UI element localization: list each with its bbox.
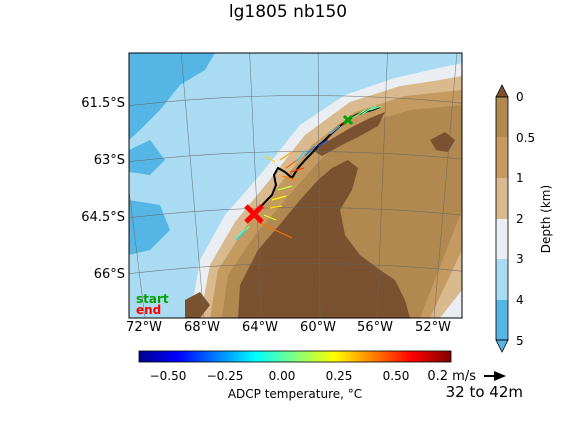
temp-tick-1: −0.25 [207,369,244,383]
lat-label-66: 66°S [94,267,125,282]
lon-label-72: 72°W [126,320,162,335]
temp-tick-0: −0.50 [150,369,187,383]
lat-labels: 61.5°S 63°S 64.5°S 66°S [81,96,125,282]
depth-band-0 [496,97,508,137]
ocean-abyssal-patch [129,140,165,175]
temp-tick-4: 0.50 [383,369,410,383]
legend-start: start [136,292,169,306]
ocean-abyssal-south [129,200,170,255]
lon-label-56: 56°W [357,320,393,335]
depth-tick-3: 2 [516,212,524,226]
depth-range-label: 32 to 42m [446,383,523,401]
depth-tick-4: 3 [516,252,524,266]
lat-label-64.5: 64.5°S [81,210,125,225]
temperature-gradient [138,350,452,363]
depth-tick-1: 0.5 [516,131,535,145]
depth-colorbar-top-extend [495,84,509,98]
lon-labels: 72°W 68°W 64°W 60°W 56°W 52°W [126,320,451,335]
depth-tick-5: 4 [516,293,524,307]
temperature-colorbar-label: ADCP temperature, °C [228,387,362,401]
depth-colorbar-label: Depth (km) [539,185,553,253]
depth-band-1 [496,137,508,178]
reference-vector-arrow [484,371,506,381]
temperature-colorbar: −0.50 −0.25 0.00 0.25 0.50 ADCP temperat… [138,350,452,401]
temperature-tick-labels: −0.50 −0.25 0.00 0.25 0.50 [150,369,410,383]
land-island-north [312,112,385,156]
lon-label-52: 52°W [415,320,451,335]
figure-title: lg1805 nb150 [229,2,347,22]
depth-tick-labels: 0 0.5 1 2 3 4 5 [516,90,535,348]
depth-tick-6: 5 [516,334,524,348]
reference-vector-label: 0.2 m/s [427,369,476,384]
depth-tick-0: 0 [516,90,524,104]
depth-band-2 [496,178,508,219]
depth-band-3 [496,219,508,259]
depth-band-4 [496,259,508,300]
ocean-abyssal-west [129,53,215,140]
land-island-south [185,292,210,318]
temp-tick-2: 0.00 [269,369,296,383]
depth-tick-2: 1 [516,171,524,185]
lat-label-61.5: 61.5°S [81,96,125,111]
map-panel [129,53,462,318]
legend-end: end [136,303,161,317]
start-marker [342,114,354,126]
lon-label-64: 64°W [242,320,278,335]
map-frame [128,52,463,319]
depth-band-5 [496,300,508,340]
land-peninsula [238,160,410,318]
end-marker [244,204,264,224]
depth-colorbar-bottom-extend [495,339,509,353]
lon-label-60: 60°W [300,320,336,335]
depth-colorbar-frame [495,96,509,341]
depth-colorbar: 0 0.5 1 2 3 4 5 Depth (km) [495,84,553,353]
graticule [129,53,462,318]
temp-tick-3: 0.25 [326,369,353,383]
lon-label-68: 68°W [184,320,220,335]
lat-label-63: 63°S [94,153,125,168]
